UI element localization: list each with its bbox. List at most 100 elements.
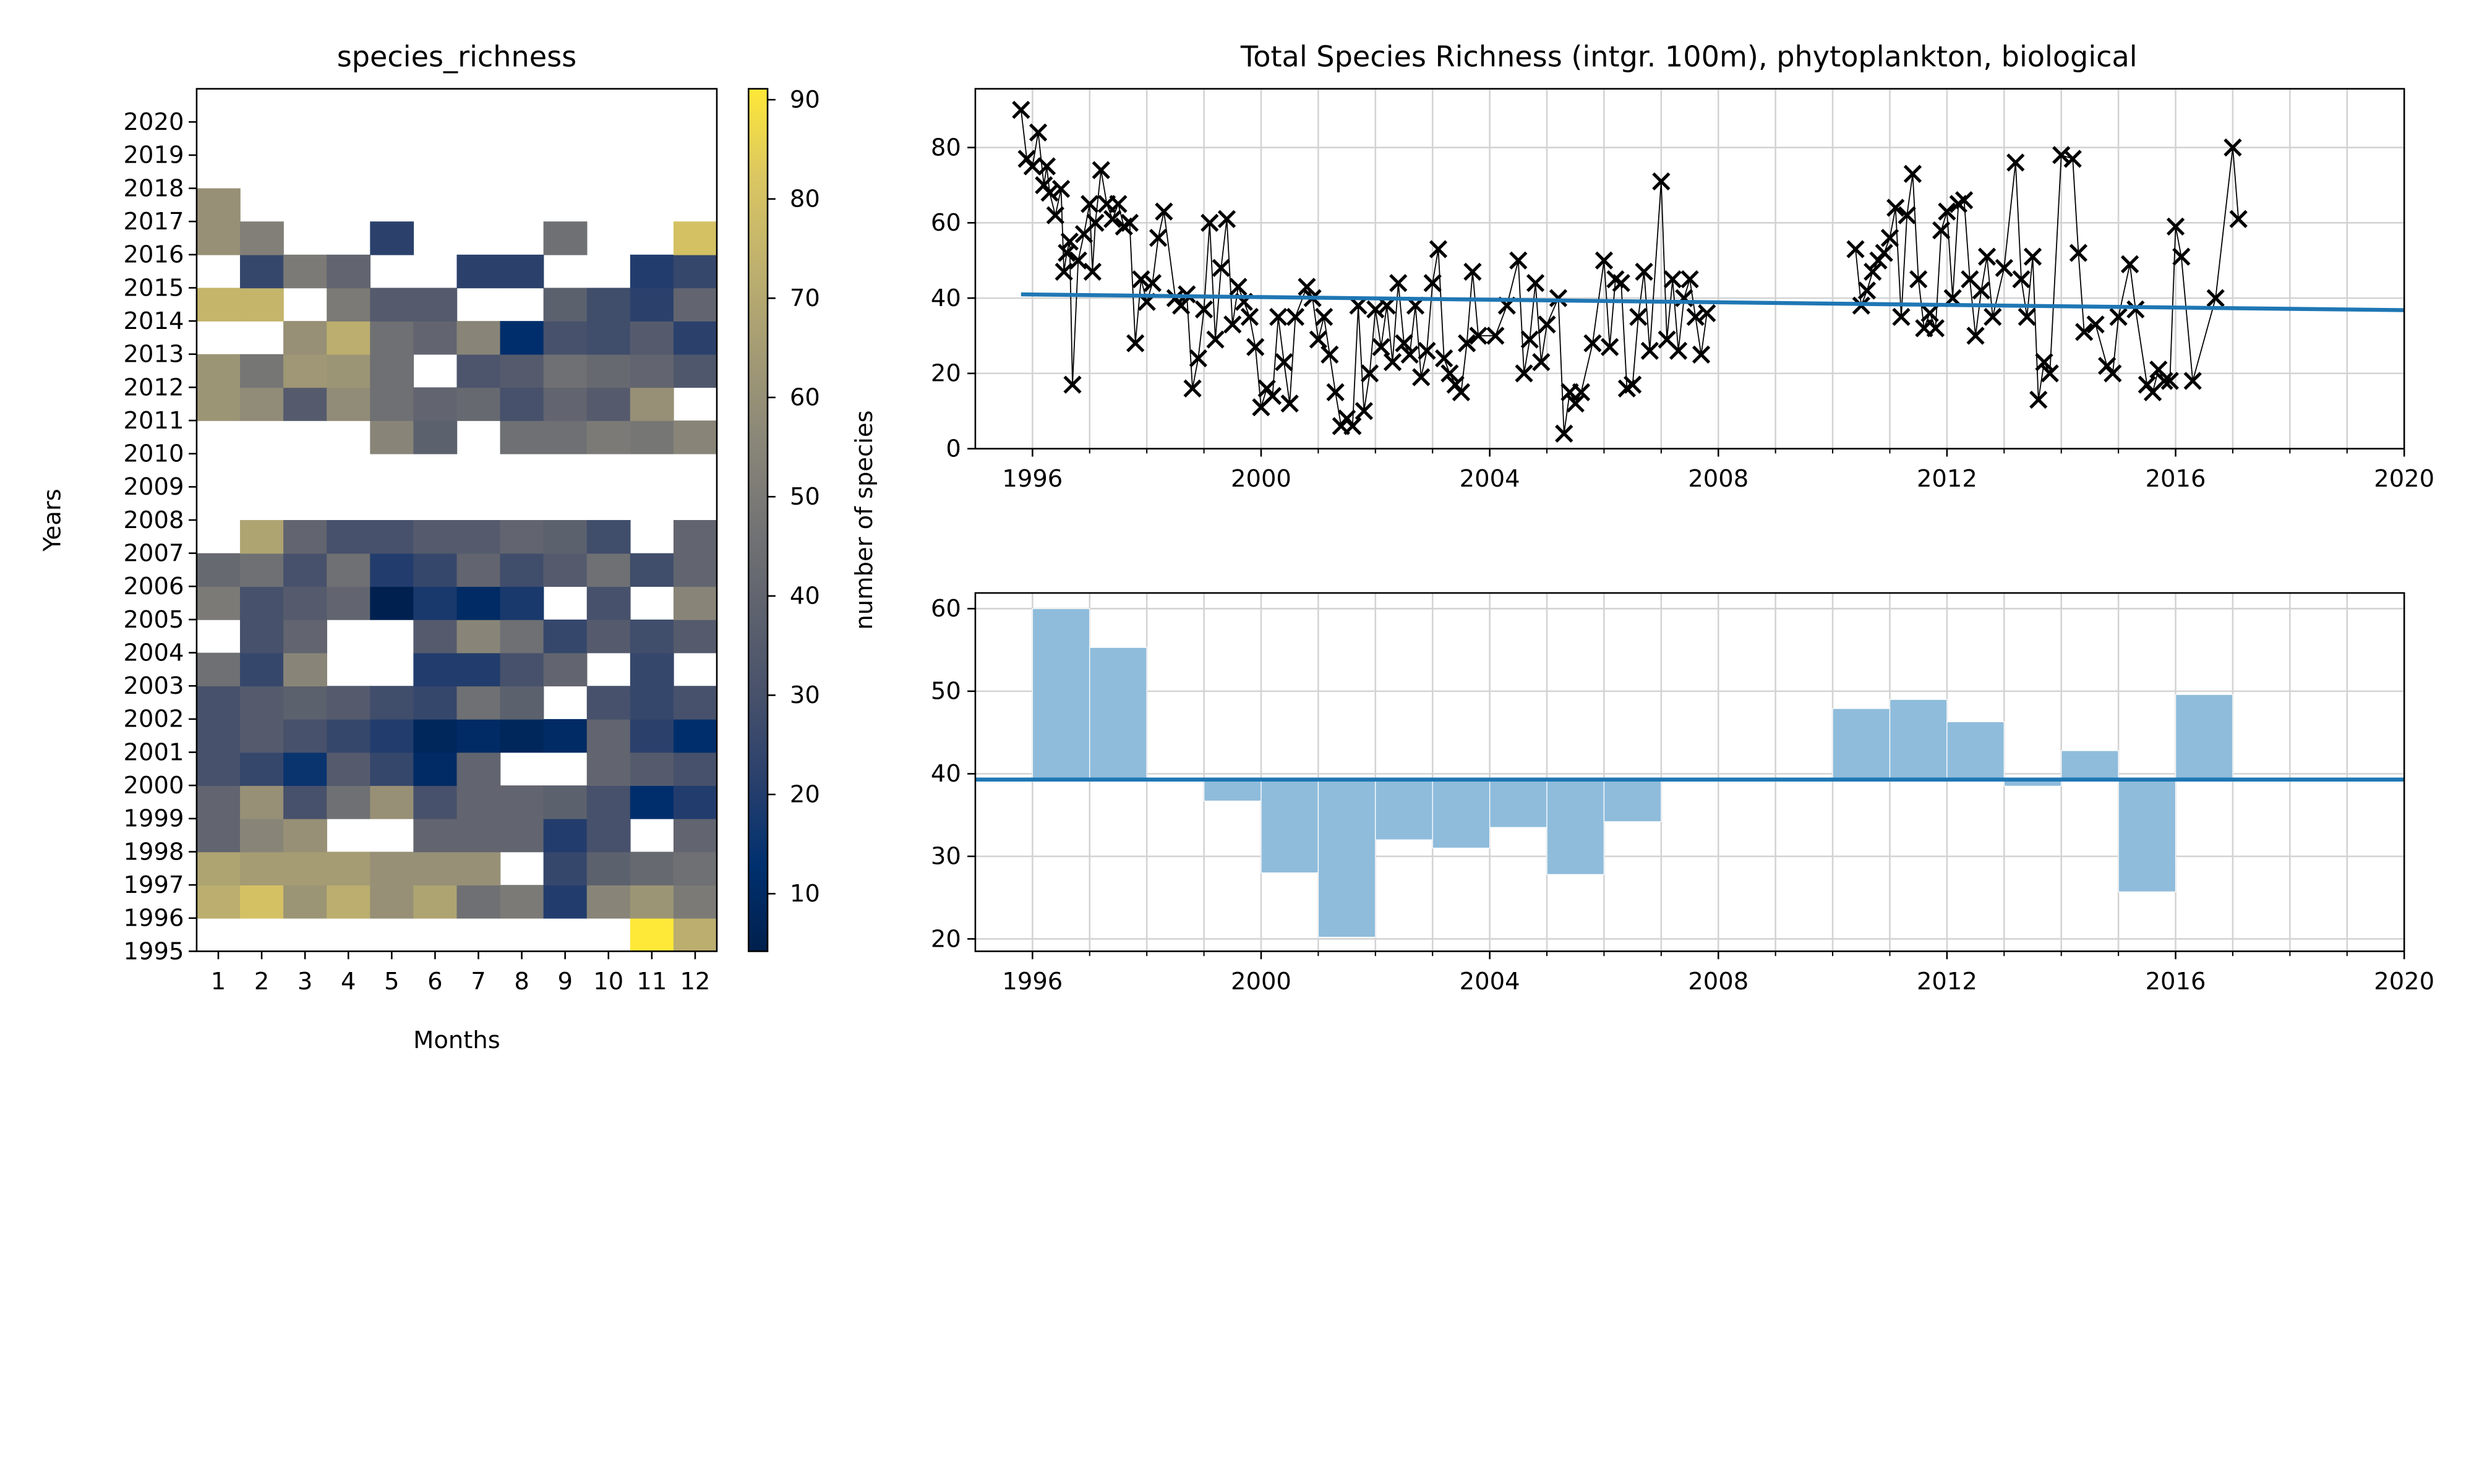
heatmap-cell xyxy=(283,851,327,885)
heatmap-cell xyxy=(283,254,327,289)
heatmap-cell xyxy=(370,885,414,919)
y-tick-label: 2006 xyxy=(124,573,184,600)
colorbar-tick-label: 70 xyxy=(790,284,820,312)
heatmap-cell xyxy=(327,288,371,322)
heatmap-cell xyxy=(327,553,371,587)
heatmap-cell xyxy=(630,254,674,289)
heatmap-cell xyxy=(196,818,241,853)
data-point xyxy=(2029,390,2048,409)
data-point xyxy=(1635,262,1653,281)
x-tick-label: 4 xyxy=(341,968,356,996)
heatmap-cell xyxy=(196,719,241,753)
data-point xyxy=(1194,300,1213,319)
x-tick-label: 5 xyxy=(384,968,399,996)
x-tick-label: 2020 xyxy=(2374,968,2434,996)
heatmap-cell xyxy=(673,254,717,289)
data-point xyxy=(1926,319,1945,338)
data-point xyxy=(2206,289,2225,307)
heatmap-cell xyxy=(586,354,631,388)
x-tick-label: 1996 xyxy=(1002,968,1063,996)
heatmap-cell xyxy=(630,553,674,587)
heatmap-cell xyxy=(500,686,544,720)
colorbar-tick-label: 20 xyxy=(790,781,820,809)
heatmap-cell xyxy=(327,586,371,620)
heatmap-cell xyxy=(283,652,327,687)
data-point xyxy=(1155,202,1173,221)
heatmap-cell xyxy=(240,785,284,819)
data-point xyxy=(1086,213,1105,232)
heatmap-cell xyxy=(196,354,241,388)
data-point xyxy=(2086,315,2105,334)
heatmap-cell xyxy=(413,553,458,587)
heatmap-cell xyxy=(240,719,284,753)
axes-frame xyxy=(974,592,2405,952)
data-point xyxy=(1652,172,1671,190)
data-point xyxy=(1132,270,1150,289)
heatmap-cell xyxy=(240,520,284,554)
heatmap-cell xyxy=(500,586,544,620)
heatmap-cell xyxy=(413,321,458,355)
data-point xyxy=(1532,352,1551,372)
x-tick-label: 2008 xyxy=(1688,465,1748,493)
heatmap-cell xyxy=(456,586,501,620)
heatmap-cell xyxy=(283,321,327,355)
data-point xyxy=(1435,349,1453,368)
data-point xyxy=(1509,251,1528,270)
data-point xyxy=(1864,262,1882,281)
data-point xyxy=(1149,229,1168,247)
heatmap-cell xyxy=(543,851,588,885)
heatmap-cell xyxy=(543,652,588,687)
bar xyxy=(1546,779,1605,875)
heatmap-cell xyxy=(283,818,327,853)
y-tick-label: 60 xyxy=(931,595,961,623)
heatmap-cell xyxy=(413,387,458,421)
x-tick-label: 2020 xyxy=(2374,465,2434,493)
data-point xyxy=(1037,157,1056,176)
y-tick-label: 2007 xyxy=(124,539,184,567)
data-point xyxy=(1686,307,1705,326)
x-axis-label: Months xyxy=(413,1026,500,1054)
y-tick-label: 2018 xyxy=(124,174,184,202)
heatmap-cell xyxy=(630,652,674,687)
data-point xyxy=(1212,258,1230,278)
heatmap-cell xyxy=(630,619,674,654)
data-point xyxy=(1629,307,1648,326)
data-point xyxy=(2018,307,2036,326)
data-point xyxy=(1029,123,1048,142)
y-tick-label: 2003 xyxy=(124,672,184,700)
heatmap-cell xyxy=(630,354,674,388)
data-point xyxy=(1903,164,1922,183)
y-tick-label: 2000 xyxy=(124,772,184,800)
colorbar-tick-label: 30 xyxy=(790,681,820,709)
heatmap-cell xyxy=(283,885,327,919)
heatmap-cell xyxy=(456,885,501,919)
data-point xyxy=(1217,210,1236,228)
bar xyxy=(1946,721,2005,780)
y-tick-label: 2011 xyxy=(124,407,184,435)
y-tick-label: 2001 xyxy=(124,738,184,766)
data-point xyxy=(1263,386,1282,406)
data-point xyxy=(1206,330,1225,349)
heatmap-cell xyxy=(586,785,631,819)
heatmap-cell xyxy=(240,818,284,853)
data-point xyxy=(1040,183,1059,202)
y-tick-label: 2005 xyxy=(124,606,184,634)
data-point xyxy=(2012,270,2031,289)
x-tick-label: 2016 xyxy=(2146,968,2206,996)
data-point xyxy=(1572,383,1591,401)
heatmap-cell xyxy=(673,818,717,853)
heatmap-cell xyxy=(586,553,631,587)
heatmap-cell xyxy=(586,719,631,753)
heatmap-cell xyxy=(543,520,588,554)
data-point xyxy=(1966,326,1985,345)
data-point xyxy=(1349,296,1368,315)
heatmap-cell xyxy=(673,553,717,587)
heatmap-cell xyxy=(283,686,327,720)
heatmap-cell xyxy=(630,885,674,919)
heatmap-cell xyxy=(283,586,327,620)
colorbar-tick-label: 80 xyxy=(790,186,820,213)
heatmap-cell xyxy=(370,719,414,753)
y-tick-label: 20 xyxy=(931,360,961,388)
data-point xyxy=(1452,383,1471,401)
